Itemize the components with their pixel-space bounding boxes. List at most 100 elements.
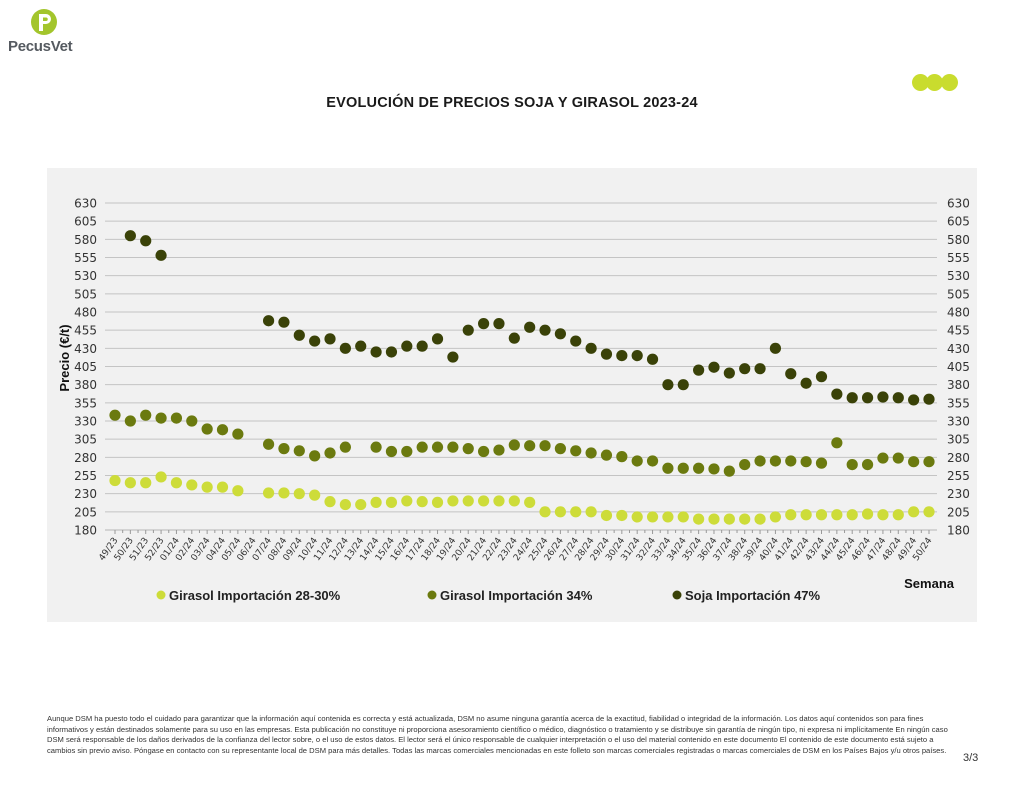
- series-girasol-importaci-n-28-30-: [109, 471, 935, 525]
- three-dots-decoration: [912, 74, 962, 92]
- y-tick-label-left: 355: [74, 396, 97, 410]
- data-point: [662, 462, 674, 474]
- data-point: [293, 329, 305, 341]
- data-point: [585, 506, 597, 518]
- y-tick-label-left: 305: [74, 433, 97, 447]
- scatter-chart: 180 205 230 255 280 305 330 355 380 405 430 455 480 5…: [57, 197, 970, 604]
- data-point: [124, 230, 136, 242]
- data-point: [631, 455, 643, 467]
- legend-item: Soja Importación 47%: [672, 588, 821, 603]
- data-point: [293, 488, 305, 500]
- data-point: [877, 452, 889, 464]
- series-girasol-importaci-n-34-: [109, 409, 935, 477]
- data-point: [800, 456, 812, 468]
- data-point: [447, 441, 459, 453]
- data-point: [646, 511, 659, 523]
- data-point: [339, 498, 351, 511]
- y-tick-label-right: 580: [947, 233, 970, 247]
- data-point: [508, 495, 520, 507]
- data-point: [877, 509, 889, 521]
- data-point: [201, 481, 213, 493]
- data-point: [186, 479, 198, 491]
- data-point: [600, 348, 613, 360]
- data-point: [877, 391, 889, 403]
- data-point: [539, 440, 551, 452]
- data-point: [708, 361, 720, 373]
- data-point: [800, 377, 812, 389]
- data-point: [478, 495, 490, 507]
- data-point: [539, 506, 551, 518]
- y-tick-label-right: 330: [947, 415, 970, 429]
- logo-p-icon: [31, 9, 57, 35]
- data-point: [754, 455, 766, 467]
- data-point: [846, 392, 858, 404]
- data-point: [339, 441, 351, 453]
- data-point: [478, 318, 490, 330]
- data-point: [462, 495, 474, 507]
- data-point: [631, 511, 643, 523]
- y-tick-label-left: 605: [74, 215, 97, 229]
- data-point: [324, 447, 336, 459]
- legend-marker-icon: [427, 590, 437, 600]
- pecusvet-logo: PecusVet: [8, 8, 73, 60]
- data-point: [447, 351, 459, 363]
- data-point: [293, 445, 305, 457]
- data-point: [585, 447, 597, 459]
- data-point: [201, 423, 213, 435]
- data-point: [554, 506, 566, 518]
- data-point: [262, 315, 275, 327]
- data-point: [216, 424, 229, 436]
- data-point: [370, 346, 382, 358]
- series-soja-importaci-n-47-: [124, 230, 935, 406]
- data-point: [631, 350, 643, 362]
- y-tick-label-right: 355: [947, 396, 970, 410]
- data-point: [232, 428, 244, 440]
- data-point: [708, 513, 720, 525]
- data-point: [815, 457, 828, 469]
- data-point: [401, 340, 413, 352]
- data-point: [570, 335, 582, 347]
- data-point: [616, 350, 628, 362]
- data-point: [693, 462, 705, 474]
- data-point: [708, 463, 720, 475]
- data-point: [785, 455, 797, 467]
- data-point: [524, 440, 536, 452]
- y-tick-label-left: 505: [74, 287, 97, 301]
- data-point: [140, 477, 152, 489]
- data-point: [155, 471, 167, 483]
- data-point: [140, 409, 152, 421]
- y-tick-label-right: 180: [947, 524, 970, 538]
- data-point: [508, 439, 520, 451]
- data-point: [339, 342, 351, 354]
- data-point: [124, 477, 136, 489]
- data-point: [278, 487, 290, 499]
- y-axis-right: 180 205 230 255 280 305 330 355 380 405 430 455 480 5…: [947, 197, 970, 538]
- data-point: [662, 379, 674, 391]
- y-tick-label-left: 255: [74, 469, 97, 483]
- y-tick-label-right: 255: [947, 469, 970, 483]
- data-point: [739, 459, 751, 471]
- data-point: [324, 496, 336, 508]
- data-point: [462, 443, 474, 455]
- data-point: [892, 392, 904, 404]
- x-axis-label: Semana: [904, 576, 955, 591]
- y-tick-label-left: 555: [74, 251, 97, 265]
- data-point: [892, 452, 904, 464]
- data-point: [447, 495, 459, 507]
- data-point: [908, 394, 920, 406]
- data-point: [385, 346, 398, 358]
- data-point: [554, 328, 566, 340]
- dot-icon: [912, 74, 929, 91]
- data-point: [677, 462, 689, 474]
- legend-item: Girasol Importación 34%: [427, 588, 593, 603]
- data-point: [846, 509, 858, 521]
- legend-item: Girasol Importación 28-30%: [156, 588, 341, 603]
- data-point: [693, 513, 705, 525]
- data-point: [493, 318, 505, 330]
- data-point: [908, 506, 920, 518]
- data-point: [754, 363, 766, 375]
- data-point: [723, 465, 735, 477]
- y-tick-label-left: 480: [74, 306, 97, 320]
- disclaimer-text: Aunque DSM ha puesto todo el cuidado par…: [47, 714, 948, 755]
- y-axis-left: 180 205 230 255 280 305 330 355 380 405 430 455 480 5…: [74, 197, 97, 538]
